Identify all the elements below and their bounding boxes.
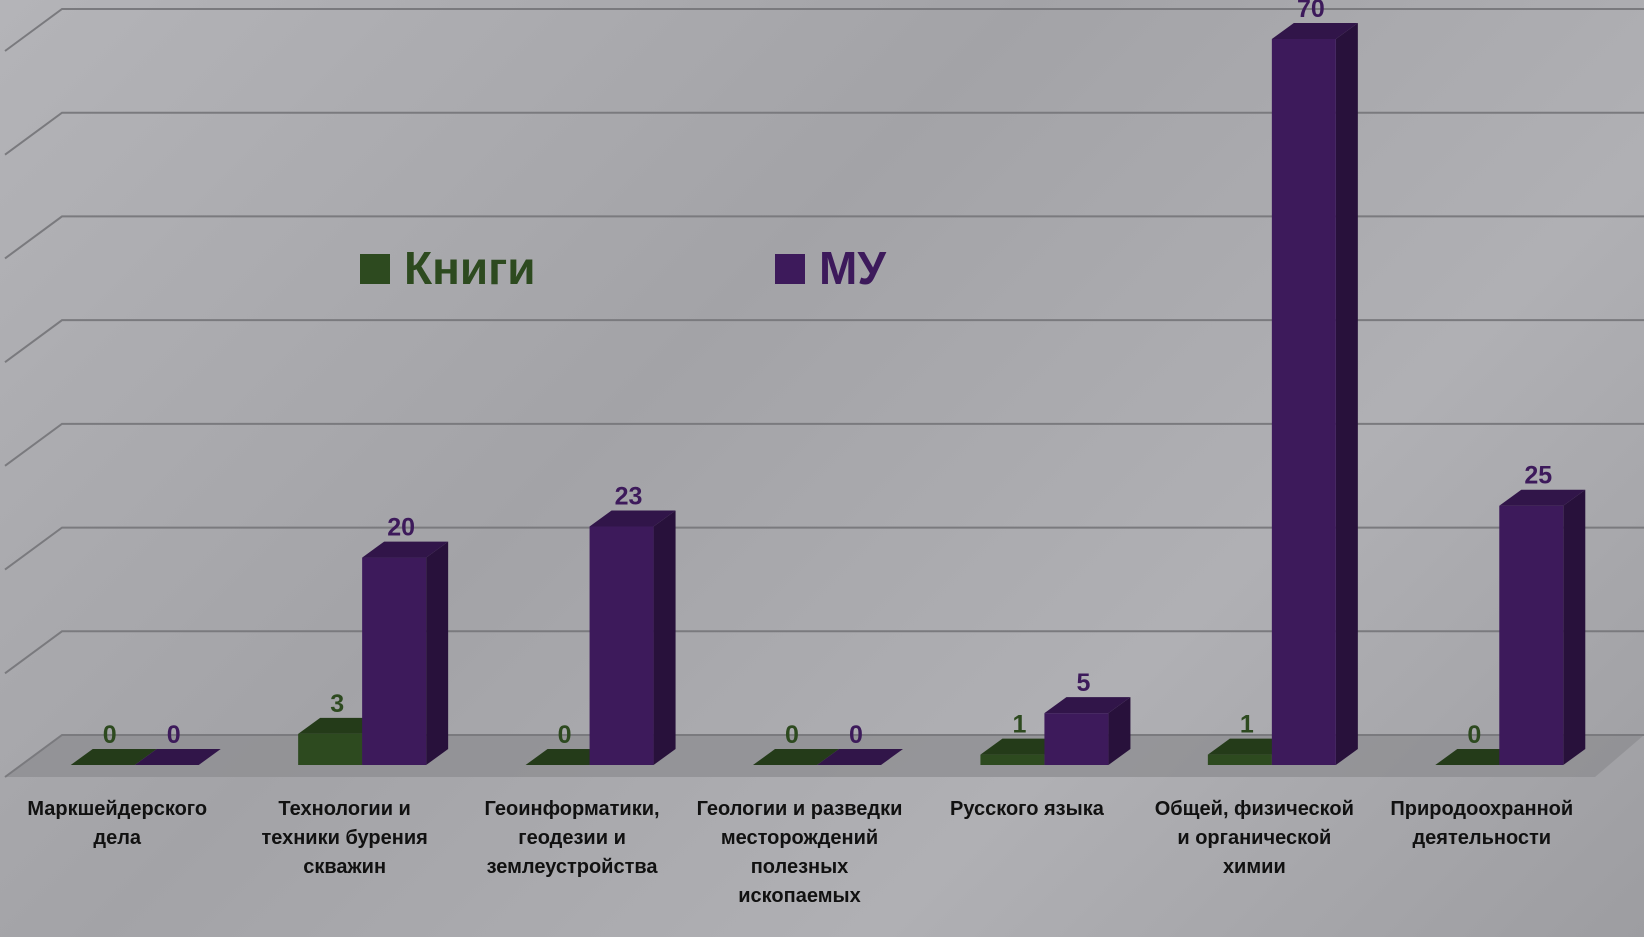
value-label: 25 (1524, 462, 1552, 490)
bar (1207, 754, 1272, 765)
bar-top (1044, 697, 1131, 714)
value-label: 1 (1012, 711, 1026, 739)
bar-top (1271, 23, 1358, 39)
grid-line (4, 8, 1644, 52)
bar-top (362, 541, 449, 558)
bar-side (426, 541, 449, 765)
grid-line (4, 630, 1644, 675)
bar-side (1108, 697, 1131, 765)
bar (1271, 39, 1336, 765)
legend-label: Книги (404, 242, 536, 294)
legend-swatch (775, 254, 805, 284)
bar-side (1563, 489, 1586, 765)
value-label: 0 (558, 721, 572, 749)
bar (1044, 713, 1109, 765)
bar-side (1335, 23, 1358, 765)
value-label: 1 (1240, 711, 1254, 739)
bar (362, 557, 427, 765)
x-tick-label: Природоохранной деятельности (1390, 798, 1574, 849)
value-label: 0 (1467, 721, 1481, 749)
value-label: 23 (615, 482, 643, 510)
x-tick-label: Технологии и техники бурения скважин (261, 798, 428, 878)
value-label: 20 (387, 514, 415, 542)
grid-line (4, 215, 1644, 260)
x-tick-label: Геологии и разведки месторождений полезн… (696, 798, 903, 907)
value-label: 3 (330, 690, 344, 718)
bar-side (653, 510, 676, 765)
x-tick-label: Русского языка (950, 798, 1104, 820)
grid-line (4, 319, 1644, 363)
bar (298, 733, 363, 765)
x-tick-label: Общей, физической и органической химии (1154, 798, 1354, 878)
bar-top (753, 749, 839, 765)
grid-line (4, 422, 1644, 467)
value-label: 0 (785, 721, 799, 749)
value-label: 70 (1297, 0, 1325, 23)
bar (1499, 505, 1564, 765)
value-label: 0 (167, 721, 181, 749)
grid-line (4, 526, 1644, 571)
x-tick-label: Маркшейдерского дела (27, 798, 208, 849)
value-label: 5 (1076, 669, 1090, 697)
value-label: 0 (103, 721, 117, 749)
bar (589, 526, 654, 765)
bar-top (589, 510, 676, 527)
grid-line (4, 111, 1644, 156)
legend-swatch (360, 254, 390, 284)
bar-top (134, 749, 221, 765)
legend-label: МУ (819, 242, 887, 294)
bar (980, 754, 1045, 765)
value-label: 0 (849, 721, 863, 749)
x-tick-label: Геоинформатики, геодезии и землеустройст… (484, 798, 660, 878)
bar-top (817, 749, 903, 765)
bar-top (1499, 489, 1586, 506)
bar-top (70, 749, 157, 765)
